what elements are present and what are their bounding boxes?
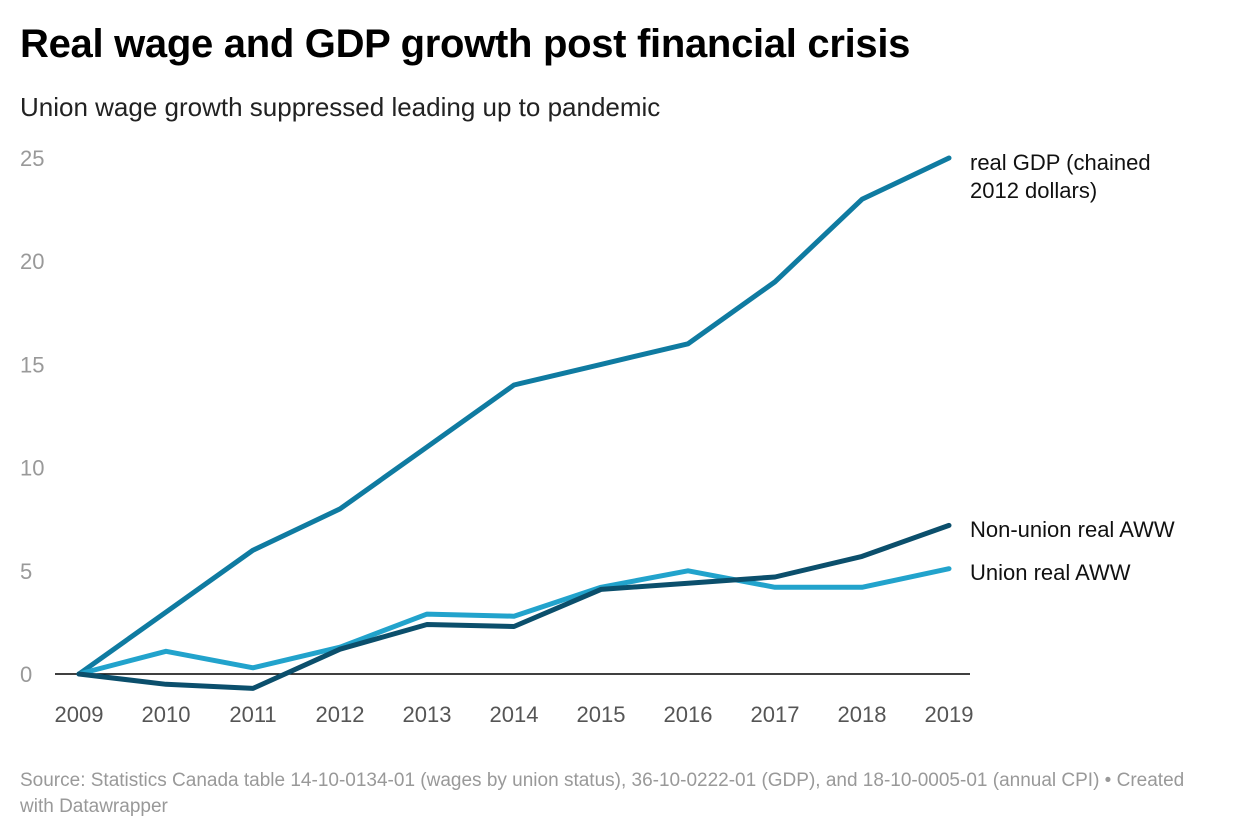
series-line-1	[76, 522, 952, 691]
x-tick-label: 2009	[55, 702, 104, 727]
chart-subtitle: Union wage growth suppressed leading up …	[20, 92, 661, 122]
x-tick-label: 2011	[229, 702, 276, 727]
x-tick-label: 2019	[925, 702, 974, 727]
y-tick-label: 5	[20, 559, 32, 584]
x-tick-label: 2017	[751, 702, 800, 727]
series-line-0	[76, 155, 952, 677]
x-tick-label: 2013	[403, 702, 452, 727]
x-tick-label: 2015	[577, 702, 626, 727]
series-lines	[76, 155, 952, 691]
chart-title: Real wage and GDP growth post financial …	[20, 22, 911, 66]
series-label: 2012 dollars)	[970, 178, 1097, 203]
x-tick-label: 2012	[316, 702, 365, 727]
series-labels: real GDP (chained 2012 dollars) Non-union …	[970, 150, 1175, 585]
x-tick-label: 2018	[838, 702, 887, 727]
series-label: Non-union real AWW	[970, 517, 1175, 542]
series-line-2	[76, 566, 952, 677]
x-tick-label: 2016	[664, 702, 713, 727]
x-tick-label: 2010	[142, 702, 191, 727]
series-label: Union real AWW	[970, 560, 1131, 585]
y-tick-label: 0	[20, 662, 32, 687]
x-axis: 2009 2010 2011 2012 2013 2014 2015 2016 2017 2018…	[55, 702, 974, 727]
source-note: Source: Statistics Canada table 14-10-01…	[20, 770, 1185, 817]
series-label: real GDP (chained	[970, 150, 1151, 175]
y-tick-label: 10	[20, 456, 44, 481]
y-tick-label: 20	[20, 249, 44, 274]
y-axis: 0 5 10 15 20 25	[20, 146, 44, 687]
y-tick-label: 25	[20, 146, 44, 171]
x-tick-label: 2014	[490, 702, 539, 727]
y-tick-label: 15	[20, 352, 44, 377]
